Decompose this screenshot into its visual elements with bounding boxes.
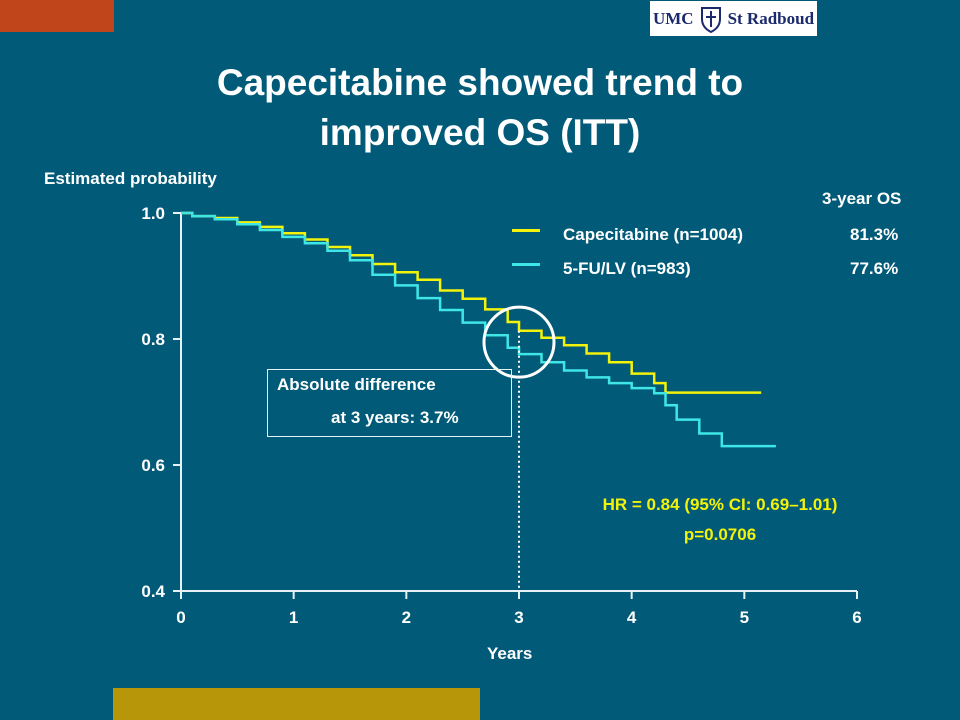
legend-entry-capecitabine: Capecitabine (n=1004) 81.3% (512, 225, 932, 249)
legend-name: Capecitabine (n=1004) (563, 225, 743, 244)
y-tick-label: 0.8 (141, 330, 165, 349)
slide-title: Capecitabine showed trend to improved OS… (0, 58, 960, 158)
hazard-ratio-annotation: HR = 0.84 (95% CI: 0.69–1.01) p=0.0706 (540, 490, 900, 550)
y-tick-label: 0.6 (141, 456, 165, 475)
hr-line-1: HR = 0.84 (95% CI: 0.69–1.01) (602, 495, 838, 514)
x-tick-label: 1 (289, 608, 298, 627)
y-axis-label: Estimated probability (44, 169, 217, 188)
highlight-circle (482, 305, 556, 379)
legend-value: 77.6% (850, 259, 899, 278)
logo-text-right: St Radboud (727, 8, 815, 28)
x-tick-label: 4 (627, 608, 637, 627)
legend-swatch-fu-lv (512, 263, 540, 266)
crest-icon (700, 6, 721, 33)
difference-line-2: at 3 years: 3.7% (331, 408, 459, 427)
legend-entry-fu-lv: 5-FU/LV (n=983) 77.6% (512, 259, 932, 283)
bottom-accent-bar (113, 688, 480, 720)
legend-name: 5-FU/LV (n=983) (563, 259, 691, 278)
legend-header: 3-year OS (822, 189, 902, 208)
x-tick-label: 6 (852, 608, 861, 627)
y-tick-label: 0.4 (141, 582, 165, 601)
survival-curve-fu-lv (181, 211, 776, 448)
institution-logo: UMC St Radboud (650, 1, 817, 36)
y-tick-label: 1.0 (141, 204, 165, 223)
x-tick-label: 0 (176, 608, 185, 627)
x-tick-label: 2 (402, 608, 411, 627)
x-tick-label: 5 (740, 608, 749, 627)
title-line-2: improved OS (ITT) (319, 112, 641, 153)
title-line-1: Capecitabine showed trend to (216, 62, 744, 103)
logo-text-left: UMC (652, 8, 694, 28)
difference-line-1: Absolute difference (277, 375, 436, 394)
x-axis-label: Years (487, 644, 533, 663)
legend-swatch-capecitabine (512, 229, 540, 232)
legend-value: 81.3% (850, 225, 899, 244)
x-tick-label: 3 (514, 608, 523, 627)
difference-callout: Absolute difference at 3 years: 3.7% (267, 369, 512, 437)
top-left-accent-bar (0, 0, 114, 32)
p-value: p=0.0706 (683, 525, 757, 544)
survival-curve-capecitabine (181, 211, 762, 394)
